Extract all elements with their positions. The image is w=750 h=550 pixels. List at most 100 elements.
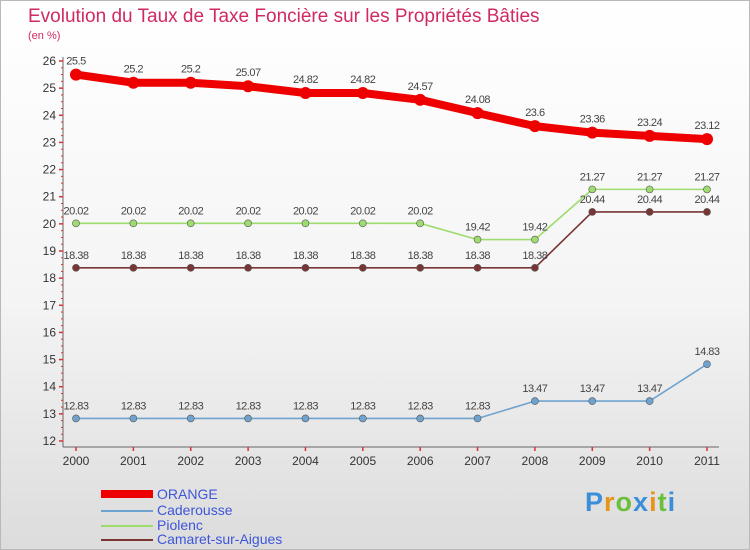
data-point <box>588 185 597 194</box>
data-point <box>242 80 255 93</box>
data-label: 20.02 <box>178 205 203 217</box>
data-label: 24.82 <box>350 74 375 86</box>
y-tick-label: 24 <box>43 108 57 122</box>
data-point <box>129 219 138 228</box>
data-point <box>186 414 195 423</box>
data-label: 23.6 <box>525 107 545 119</box>
logo-letter: i <box>649 487 658 517</box>
x-tick-label: 2010 <box>636 454 663 468</box>
logo-letter: t <box>657 487 668 517</box>
data-label: 20.02 <box>350 205 375 217</box>
data-label: 23.24 <box>637 117 662 129</box>
y-tick-label: 19 <box>43 244 57 258</box>
series-line-camaret-sur-aigues <box>75 211 708 269</box>
data-point <box>301 414 310 423</box>
x-tick-label: 2005 <box>349 454 376 468</box>
data-label: 20.02 <box>293 205 318 217</box>
y-tick-label: 26 <box>43 54 57 68</box>
data-label: 24.57 <box>408 81 433 93</box>
data-label: 18.38 <box>408 250 433 262</box>
chart-title: Evolution du Taux de Taxe Foncière sur l… <box>28 6 540 27</box>
x-tick-label: 2004 <box>292 454 319 468</box>
proxiti-logo: Proxiti <box>585 487 676 518</box>
data-label: 25.2 <box>181 64 201 76</box>
axes: 12 13 14 15 16 17 18 19 20 21 22 23 24 25 26 2000 2001 20… <box>43 54 721 468</box>
logo-letter: i <box>667 487 677 517</box>
data-point <box>588 397 597 405</box>
data-label: 12.83 <box>465 400 490 412</box>
series-line-orange <box>72 70 711 144</box>
data-label: 21.27 <box>580 171 605 183</box>
data-point <box>531 397 539 405</box>
data-point <box>129 414 138 423</box>
data-point <box>416 219 424 228</box>
data-label: 21.27 <box>637 171 662 183</box>
data-label: 19.42 <box>465 222 490 234</box>
data-label: 23.12 <box>694 120 719 132</box>
y-tick-label: 23 <box>43 135 57 149</box>
data-point <box>528 120 541 133</box>
data-point <box>72 414 80 423</box>
data-label: 19.42 <box>522 222 547 234</box>
data-point <box>359 219 367 228</box>
legend-swatch-piolenc <box>101 525 153 527</box>
data-label: 18.38 <box>121 250 146 262</box>
data-point <box>473 414 482 423</box>
x-tick-label: 2007 <box>464 454 491 468</box>
data-point <box>244 264 252 272</box>
data-label: 23.36 <box>580 114 605 126</box>
logo-letter: x <box>633 487 650 517</box>
data-label: 13.47 <box>580 383 605 395</box>
data-point <box>586 126 599 139</box>
point-labels: 25.5 25.2 25.2 25.07 24.82 24.82 24.57 24.08 23.… <box>63 56 720 413</box>
y-tick-label: 13 <box>43 407 57 421</box>
data-label: 20.44 <box>580 194 605 206</box>
data-point <box>127 76 140 89</box>
series-lines <box>70 68 713 423</box>
data-point <box>186 219 195 228</box>
data-label: 18.38 <box>465 250 490 262</box>
unit-label: (en %) <box>28 30 61 42</box>
x-tick-label: 2006 <box>407 454 434 468</box>
legend-label-caderousse: Caderousse <box>157 502 233 518</box>
data-point <box>471 107 484 120</box>
y-tick-label: 25 <box>43 81 57 95</box>
data-point <box>643 129 656 142</box>
series-line-caderousse <box>75 363 708 420</box>
data-label: 18.38 <box>350 250 375 262</box>
data-label: 20.02 <box>121 205 146 217</box>
data-point <box>359 414 367 423</box>
data-label: 13.47 <box>637 383 662 395</box>
data-point <box>301 264 310 272</box>
data-label: 21.27 <box>694 171 719 183</box>
data-label: 24.82 <box>293 74 318 86</box>
data-point <box>645 397 654 405</box>
data-point <box>301 219 310 228</box>
data-label: 20.02 <box>63 205 88 217</box>
y-tick-label: 16 <box>43 325 57 339</box>
y-tick-label: 14 <box>43 380 57 394</box>
legend-swatch-orange <box>101 490 153 498</box>
data-point <box>299 87 312 100</box>
logo-letter: o <box>615 487 634 517</box>
x-tick-label: 2000 <box>63 454 90 468</box>
data-label: 12.83 <box>178 400 203 412</box>
data-label: 18.38 <box>293 250 318 262</box>
data-label: 12.83 <box>408 400 433 412</box>
legend-swatch-camaret <box>101 539 153 541</box>
data-label: 18.38 <box>522 250 547 262</box>
data-point <box>244 219 252 228</box>
data-point <box>645 185 654 194</box>
x-tick-label: 2001 <box>120 454 147 468</box>
x-tick-label: 2009 <box>579 454 606 468</box>
logo-letter: r <box>604 487 616 517</box>
data-point <box>70 68 82 81</box>
data-point <box>184 76 197 89</box>
y-tick-label: 15 <box>43 353 57 367</box>
data-point <box>72 219 80 228</box>
data-label: 20.44 <box>637 194 662 206</box>
x-tick-label: 2003 <box>235 454 262 468</box>
data-point <box>359 264 367 272</box>
data-point <box>416 264 424 272</box>
